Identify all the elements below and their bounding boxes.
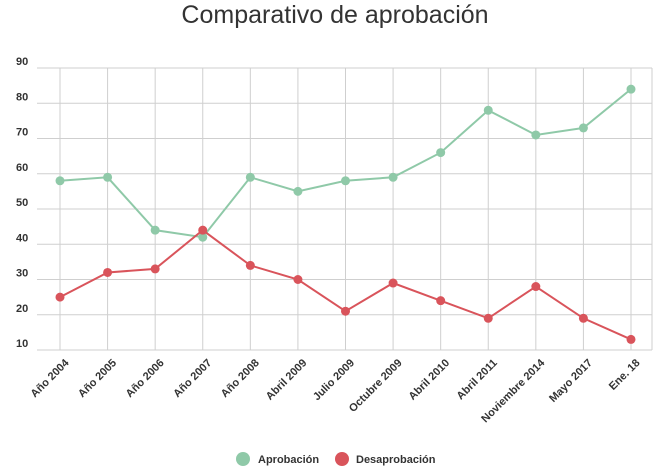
x-tick-label: Mayo 2017 xyxy=(547,357,595,405)
grid xyxy=(37,67,653,351)
data-point xyxy=(150,264,160,274)
series-group xyxy=(55,84,636,344)
x-tick-label: Ene. 18 xyxy=(607,357,643,393)
x-tick-label: Año 2007 xyxy=(171,357,214,400)
data-point xyxy=(578,123,588,133)
legend-label[interactable]: Aprobación xyxy=(258,454,319,466)
data-point xyxy=(198,225,208,235)
data-point xyxy=(245,172,255,182)
y-tick-label: 50 xyxy=(16,197,28,209)
data-point xyxy=(578,313,588,323)
y-tick-label: 80 xyxy=(16,91,28,103)
x-tick-label: Abril 2009 xyxy=(264,357,310,403)
data-point xyxy=(103,172,113,182)
data-point xyxy=(626,84,636,94)
data-point xyxy=(245,260,255,270)
x-tick-label: Abril 2010 xyxy=(407,357,453,403)
data-point xyxy=(55,176,65,186)
y-axis-ticks: 10 20 30 40 50 60 70 80 90 xyxy=(16,56,28,350)
y-tick-label: 20 xyxy=(16,303,28,315)
y-tick-label: 40 xyxy=(16,232,28,244)
data-point xyxy=(436,148,446,158)
data-point xyxy=(55,292,65,302)
y-tick-label: 10 xyxy=(16,338,28,350)
x-tick-label: Año 2006 xyxy=(124,357,167,400)
data-point xyxy=(436,296,446,306)
data-point xyxy=(626,334,636,344)
data-point xyxy=(531,282,541,292)
data-point xyxy=(483,105,493,115)
x-tick-label: Año 2004 xyxy=(28,356,72,400)
data-point xyxy=(341,306,350,316)
data-point xyxy=(103,267,113,277)
data-point xyxy=(150,225,160,235)
x-tick-label: Julio 2009 xyxy=(311,357,357,403)
y-tick-label: 70 xyxy=(16,127,28,139)
legend[interactable]: Aprobación Desaprobación xyxy=(236,452,436,466)
data-point xyxy=(198,232,208,242)
legend-marker[interactable] xyxy=(236,452,250,466)
x-axis-ticks: Año 2004 Año 2005 Año 2006 Año 2007 Año 2008… xyxy=(28,356,642,425)
legend-marker[interactable] xyxy=(335,452,349,466)
data-point xyxy=(293,275,303,284)
y-tick-label: 30 xyxy=(16,268,28,280)
chart-title: Comparativo de aprobación xyxy=(181,1,489,29)
legend-label[interactable]: Desaprobación xyxy=(356,454,436,466)
y-tick-label: 60 xyxy=(16,162,28,174)
x-tick-label: Abril 2011 xyxy=(455,357,500,402)
data-point xyxy=(293,186,303,196)
y-tick-label: 90 xyxy=(16,56,28,68)
x-tick-label: Año 2005 xyxy=(76,357,119,400)
x-tick-label: Año 2008 xyxy=(219,357,262,400)
data-point xyxy=(531,130,541,140)
data-point xyxy=(388,278,398,288)
data-point xyxy=(341,176,350,186)
data-point xyxy=(388,172,398,182)
data-point xyxy=(483,313,493,323)
